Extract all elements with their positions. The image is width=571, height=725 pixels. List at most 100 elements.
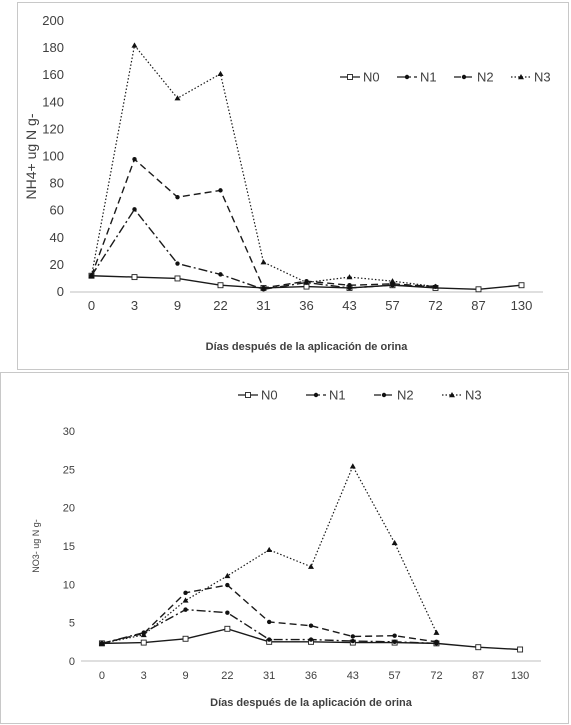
no3-line-chart: 0 5 10 15 20 25 30 0 3 9 22 31 36 43 57 72 87 130 NO3- ug … xyxy=(31,388,541,709)
series-N3 xyxy=(88,42,439,289)
legend-label-N1: N1 xyxy=(420,70,437,85)
data-point-s2-6 xyxy=(347,283,352,288)
data-point-s3-7 xyxy=(391,539,398,546)
y-tick-label-8: 160 xyxy=(42,67,64,82)
data-point-s2-7 xyxy=(392,633,397,638)
x-tick-label-4: 31 xyxy=(256,298,270,313)
data-point-s1-legend xyxy=(404,74,410,80)
y-tick-label-6: 30 xyxy=(63,426,75,438)
series-N2 xyxy=(99,582,439,646)
data-point-s3-4 xyxy=(260,259,267,265)
y-tick-label-5: 25 xyxy=(63,464,75,476)
data-point-s0-2 xyxy=(174,275,181,282)
y-tick-label-4: 20 xyxy=(63,503,75,515)
y-tick-label-3: 15 xyxy=(63,541,75,553)
x-tick-label-9: 87 xyxy=(472,670,484,682)
data-point-s3-5 xyxy=(303,279,310,285)
x-tick-label-0: 0 xyxy=(99,670,105,682)
data-point-s0-10 xyxy=(518,282,525,289)
nh4-line-chart: 0 20 40 60 80 100 120 140 160 180 200 0 3 9 22 31 36 43 57… xyxy=(23,13,551,353)
data-point-s2-8 xyxy=(434,639,439,645)
series-line-N3 xyxy=(101,464,437,644)
data-point-s3-legend xyxy=(449,392,455,398)
data-point-s2-1 xyxy=(132,157,137,162)
x-tick-label-5: 36 xyxy=(299,298,313,313)
y-tick-label-4: 80 xyxy=(50,176,64,191)
y-axis-label: NH4+ ug N g- xyxy=(23,113,39,199)
data-point-s2-2 xyxy=(175,194,180,200)
x-tick-label-10: 130 xyxy=(511,298,533,313)
x-tick-label-10: 130 xyxy=(511,670,529,682)
legend-label-N2: N2 xyxy=(477,70,494,85)
no3-chart-panel: 0 5 10 15 20 25 30 0 3 9 22 31 36 43 57 72 87 130 NO3- ug … xyxy=(0,372,569,724)
data-point-s3-0 xyxy=(88,272,95,278)
x-tick-label-6: 43 xyxy=(347,670,359,682)
x-axis-label: Días después de la aplicación de orina xyxy=(210,697,413,709)
data-point-s3-5 xyxy=(308,563,314,569)
y-tick-label-7: 140 xyxy=(42,94,64,109)
legend-label-N3: N3 xyxy=(465,388,482,403)
data-point-s0-1 xyxy=(131,274,138,281)
y-tick-label-2: 10 xyxy=(63,579,75,591)
data-point-s2-legend xyxy=(461,74,467,80)
data-point-s0-9 xyxy=(475,644,482,651)
data-point-s2-6 xyxy=(350,634,356,639)
y-tick-label-1: 20 xyxy=(50,257,64,272)
x-tick-label-6: 43 xyxy=(342,298,356,313)
nh4-chart-panel: 0 20 40 60 80 100 120 140 160 180 200 0 3 9 22 31 36 43 57… xyxy=(17,2,569,370)
data-point-s1-legend xyxy=(313,392,319,398)
y-tick-label-9: 180 xyxy=(42,40,64,55)
data-point-s1-7 xyxy=(392,639,397,645)
legend-label-N0: N0 xyxy=(363,70,380,85)
data-point-s0-3 xyxy=(217,282,224,289)
data-point-s2-3 xyxy=(218,188,223,193)
data-point-s3-8 xyxy=(433,629,440,635)
data-point-s1-3 xyxy=(225,610,230,615)
y-axis-label: NO3- ug N g- xyxy=(31,519,41,573)
data-point-s3-legend xyxy=(518,74,524,80)
series-N1 xyxy=(99,607,439,646)
data-point-s3-1 xyxy=(131,42,138,48)
data-point-s2-4 xyxy=(261,285,266,291)
data-point-s3-7 xyxy=(389,278,396,284)
series-line-N2 xyxy=(101,584,437,645)
legend: N0 N1 N2 N3 xyxy=(238,388,482,403)
y-tick-label-1: 5 xyxy=(69,618,75,630)
data-point-s3-3 xyxy=(224,572,231,579)
legend-label-N1: N1 xyxy=(329,388,346,403)
data-point-s0-2 xyxy=(182,635,189,642)
data-point-s1-6 xyxy=(350,638,356,644)
data-point-s0-5 xyxy=(303,283,310,290)
y-tick-label-0: 0 xyxy=(57,284,64,299)
x-tick-label-8: 72 xyxy=(428,298,442,313)
data-point-s1-2 xyxy=(175,261,180,266)
x-axis-label: Días después de la aplicación de orina xyxy=(206,341,409,353)
data-point-s3-2 xyxy=(182,597,189,603)
data-point-s2-legend xyxy=(381,392,387,398)
series-line-N2 xyxy=(90,158,436,289)
data-point-s3-8 xyxy=(432,283,439,289)
data-point-s3-2 xyxy=(174,95,181,101)
data-point-s0-legend xyxy=(245,392,251,398)
data-point-s1-3 xyxy=(218,272,223,277)
y-tick-label-6: 120 xyxy=(42,121,64,136)
x-tick-label-1: 3 xyxy=(141,670,147,682)
legend-label-N2: N2 xyxy=(397,388,414,403)
data-point-s2-5 xyxy=(308,623,314,628)
data-point-s3-6 xyxy=(349,463,356,469)
y-tick-label-0: 0 xyxy=(69,656,75,668)
legend-label-N3: N3 xyxy=(534,70,551,85)
data-point-s2-4 xyxy=(266,619,272,625)
x-tick-label-1: 3 xyxy=(131,298,138,313)
x-tick-label-3: 22 xyxy=(221,670,233,682)
data-point-s0-3 xyxy=(224,625,231,632)
x-tick-label-5: 36 xyxy=(305,670,317,682)
y-tick-label-3: 60 xyxy=(50,203,64,218)
x-tick-label-9: 87 xyxy=(471,298,485,313)
x-tick-label-2: 9 xyxy=(182,670,188,682)
series-N3 xyxy=(98,463,440,646)
data-point-s0-9 xyxy=(475,286,482,293)
series-N2 xyxy=(89,157,438,291)
x-tick-label-2: 9 xyxy=(174,298,181,313)
data-point-s0-1 xyxy=(140,639,147,646)
